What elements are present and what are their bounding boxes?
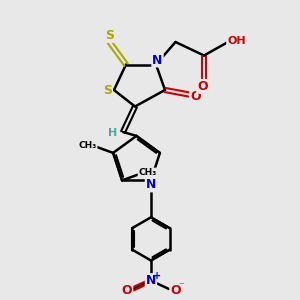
Text: O: O: [170, 284, 181, 297]
Text: O: O: [122, 284, 132, 297]
Text: O: O: [197, 80, 208, 93]
Text: ⁻: ⁻: [178, 281, 184, 291]
Text: O: O: [190, 89, 201, 103]
Text: N: N: [146, 274, 156, 287]
Text: CH₃: CH₃: [79, 141, 97, 150]
Text: S: S: [105, 29, 114, 42]
Text: N: N: [152, 53, 163, 67]
Text: CH₃: CH₃: [138, 168, 157, 177]
Text: OH: OH: [227, 35, 246, 46]
Text: N: N: [146, 178, 156, 191]
Text: H: H: [108, 128, 117, 138]
Text: S: S: [103, 83, 112, 97]
Text: +: +: [154, 271, 162, 281]
